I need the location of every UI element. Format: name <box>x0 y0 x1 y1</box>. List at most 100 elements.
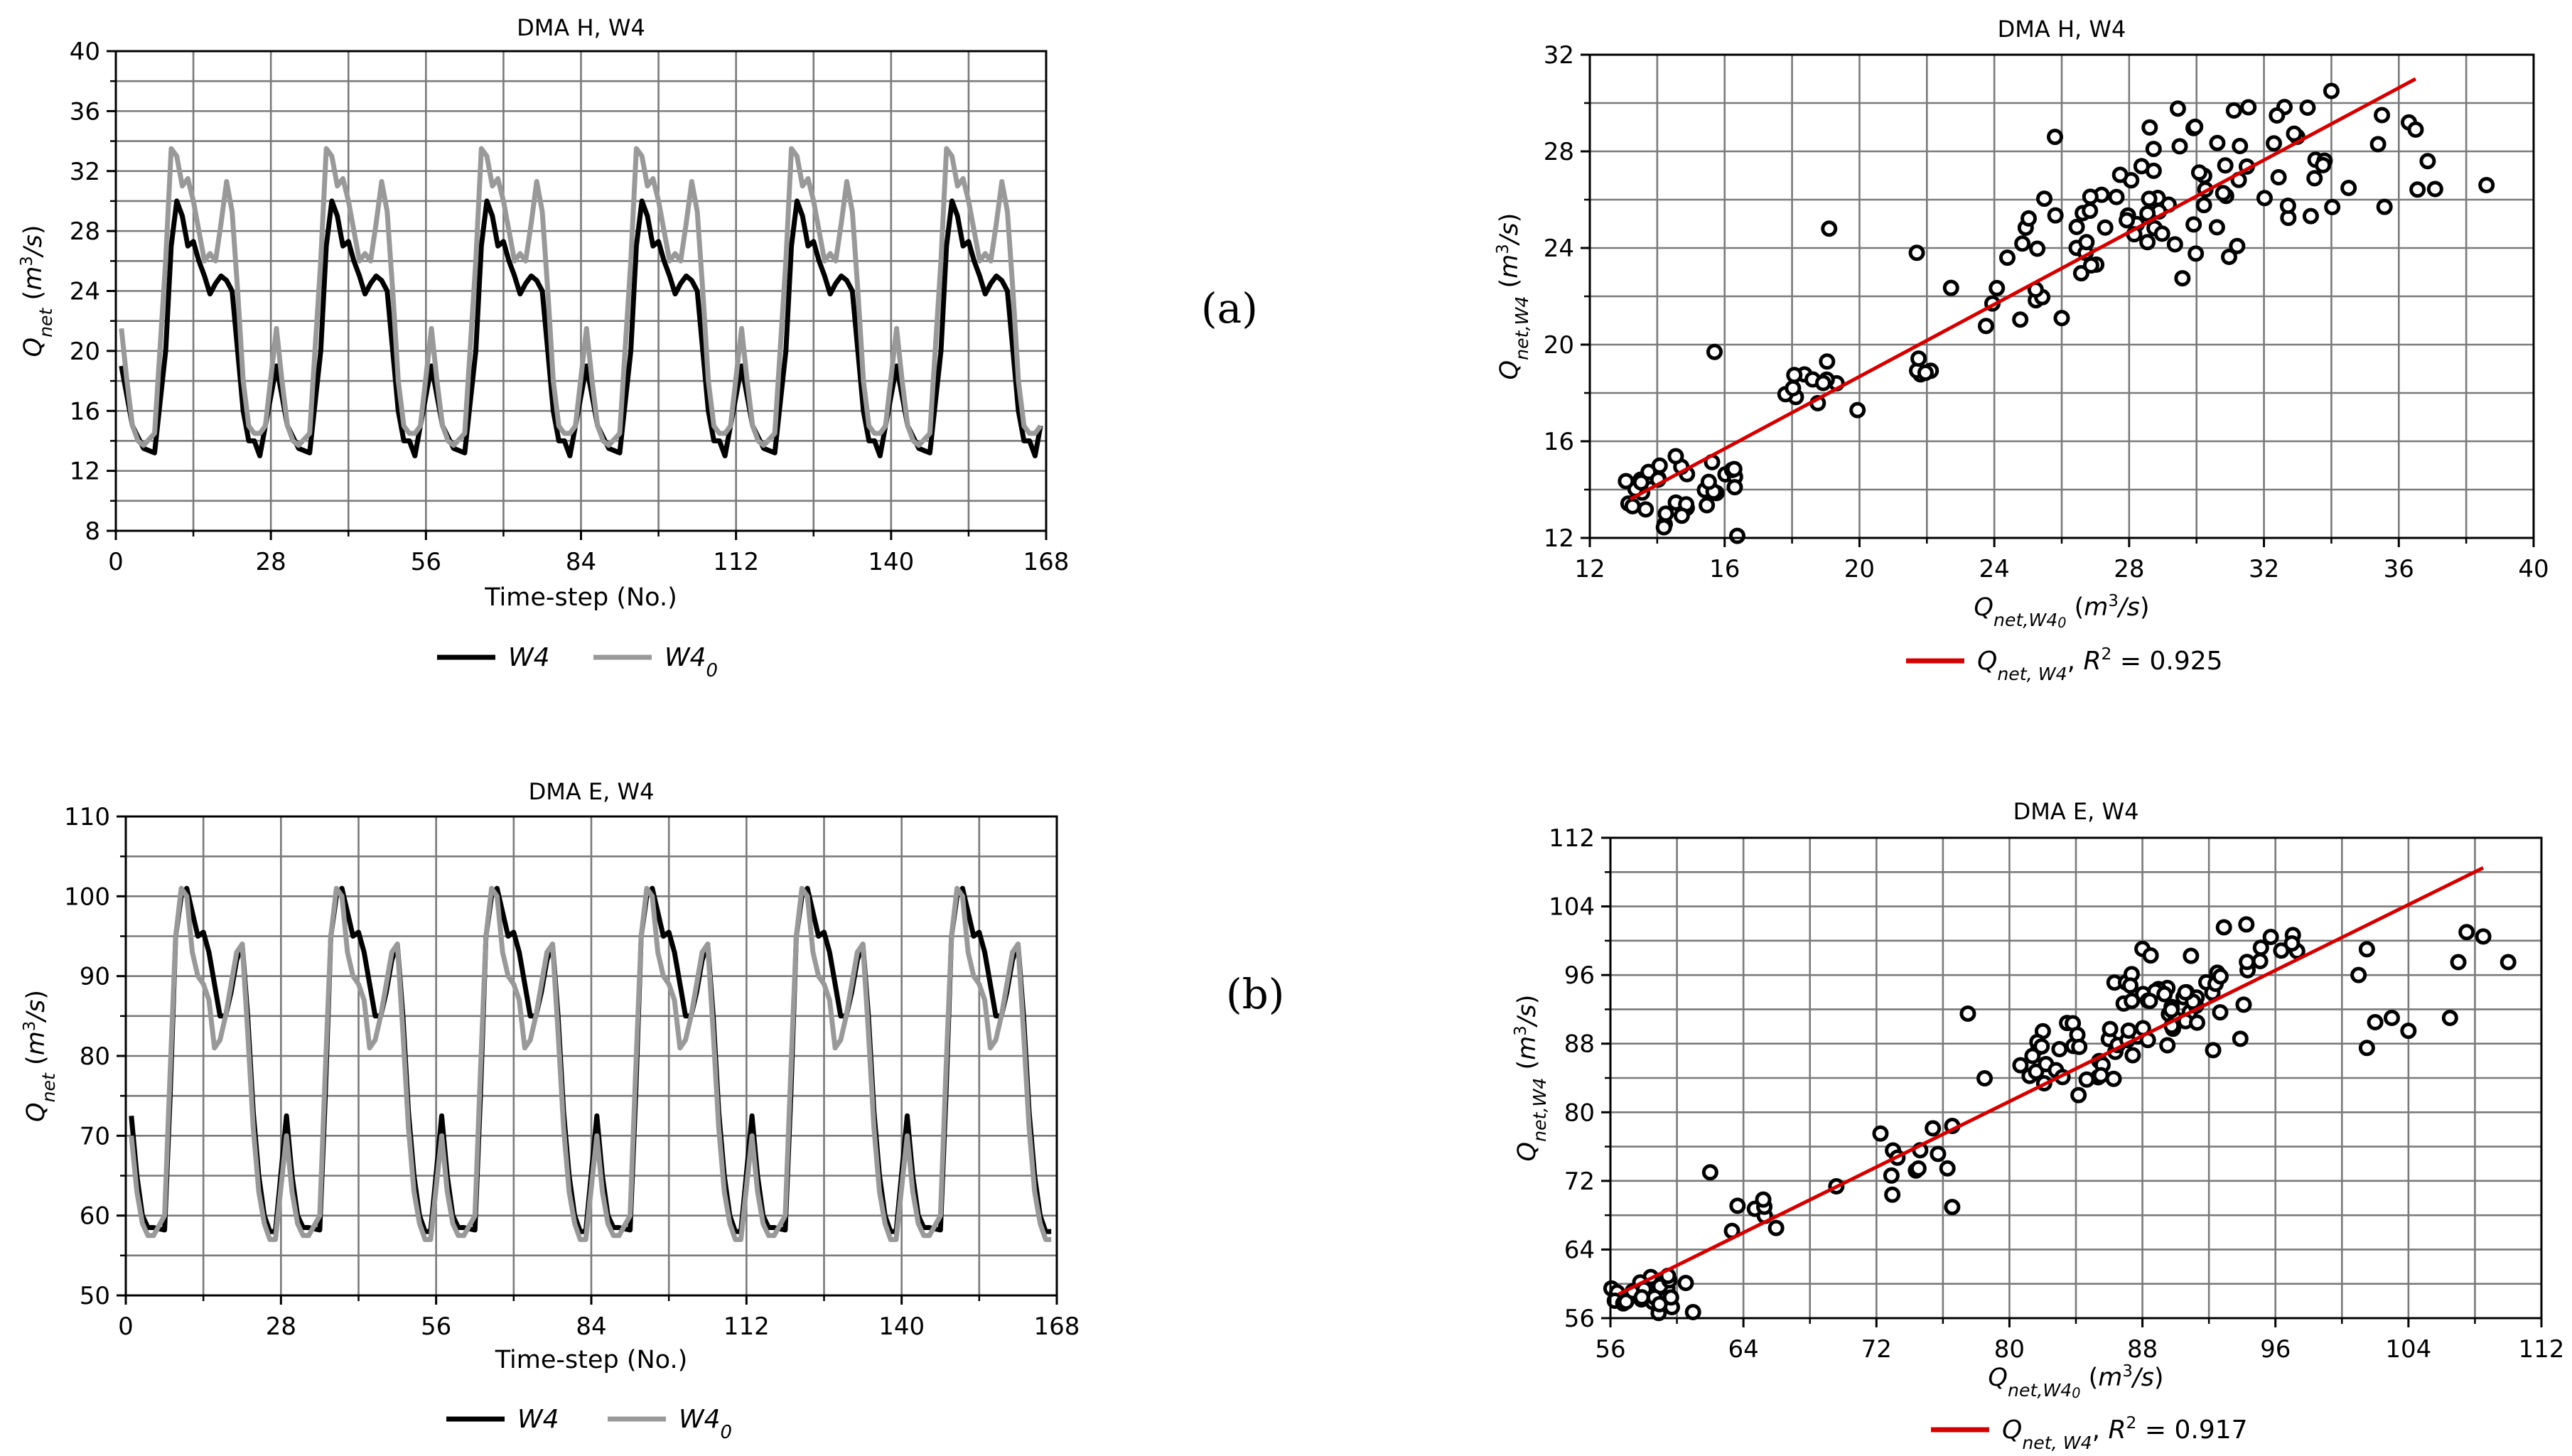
scatter-point <box>2208 219 2225 236</box>
scatter-point <box>2426 180 2443 198</box>
scatter-point <box>2187 118 2204 135</box>
scatter-point <box>2124 993 2141 1010</box>
scatter-point <box>1624 497 1641 514</box>
scatter-point <box>2082 203 2099 220</box>
scatter-point <box>2340 179 2357 196</box>
x-tick-label: 84 <box>566 548 596 576</box>
scatter-point <box>2111 166 2129 183</box>
x-tick-label: 56 <box>421 1312 451 1341</box>
chart-title: DMA H, W4 <box>517 14 645 41</box>
scatter-point <box>2256 190 2273 207</box>
scatter-point <box>1939 1160 1956 1177</box>
scatter-point <box>2369 136 2387 153</box>
scatter-point <box>1755 1191 1772 1208</box>
y-tick-label: 112 <box>1549 824 1595 853</box>
scatter-point <box>2315 156 2332 173</box>
scatter-point <box>2215 919 2232 936</box>
scatter-point <box>2047 129 2064 146</box>
panel-label-b: (b) <box>1226 970 1285 1018</box>
x-tick-label: 40 <box>2518 555 2549 583</box>
x-tick-label: 140 <box>868 548 914 576</box>
scatter-point <box>1706 343 1723 360</box>
y-tick-label: 72 <box>1564 1168 1595 1196</box>
scatter-point <box>1917 365 1934 382</box>
scatter-point <box>2358 941 2375 958</box>
scatter-point <box>2053 310 2070 327</box>
x-tick-label: 12 <box>1574 555 1605 583</box>
scatter-point <box>2171 138 2188 155</box>
scatter-point <box>2279 198 2296 215</box>
scatter-point <box>2156 986 2173 1003</box>
scatter-point <box>2169 100 2186 117</box>
scatter-point <box>1699 497 1716 514</box>
scatter-point <box>2273 942 2290 959</box>
scatter-point <box>2072 265 2089 282</box>
legend-label-w4-0: W40 <box>679 1405 732 1443</box>
scatter-point <box>2441 1010 2458 1026</box>
y-axis-label: Qnet,W4 (m3/s) <box>1512 995 1550 1162</box>
chart-ts_h: 0 28 56 84 112 140 168 8 12 16 20 24 28 32 36 40 DMA H, … <box>18 14 1069 681</box>
scatter-point <box>1637 501 1654 518</box>
scatter-point <box>2124 1047 2141 1064</box>
legend-label-fit: Qnet, W4, R2 = 0.917 <box>2002 1413 2248 1453</box>
scatter-point <box>2068 218 2085 235</box>
scatter-point <box>2407 121 2424 138</box>
y-axis-label: Qnet (m3/s) <box>21 990 59 1122</box>
regression-line <box>1629 77 2417 501</box>
scatter-point <box>2367 1014 2384 1031</box>
y-tick-label: 24 <box>1544 234 1574 263</box>
scatter-point <box>2232 1030 2249 1047</box>
scatter-point <box>2252 939 2269 956</box>
scatter-point <box>2221 248 2238 265</box>
scatter-point <box>2400 1023 2417 1040</box>
scatter-point <box>1977 318 1994 335</box>
scatter-point <box>1684 1304 1701 1321</box>
scatter-point <box>2159 1037 2176 1054</box>
scatter-point <box>2324 198 2341 215</box>
chart-title: DMA H, W4 <box>1998 16 2126 43</box>
scatter-point <box>2374 107 2391 124</box>
x-tick-label: 56 <box>411 548 441 576</box>
legend-label-w4: W4 <box>508 643 550 672</box>
x-tick-label: 28 <box>2114 555 2144 583</box>
chart-title: DMA E, W4 <box>529 778 655 805</box>
x-tick-label: 112 <box>2519 1335 2565 1364</box>
y-tick-label: 36 <box>70 97 100 126</box>
scatter-point <box>2283 935 2301 952</box>
x-tick-label: 64 <box>1728 1335 1759 1364</box>
scatter-point <box>2174 270 2191 287</box>
scatter-point <box>2070 1086 2087 1104</box>
scatter-point <box>1667 448 1684 465</box>
scatter-point <box>2145 141 2162 158</box>
scatter-point <box>2269 107 2286 124</box>
scatter-point <box>2240 99 2257 116</box>
scatter-point <box>2078 1071 2095 1088</box>
scatter-point <box>2239 954 2256 971</box>
x-tick-label: 16 <box>1709 555 1740 583</box>
scatter-point <box>2166 236 2183 253</box>
y-tick-label: 12 <box>70 458 100 486</box>
y-tick-label: 40 <box>70 38 100 66</box>
y-tick-label: 80 <box>80 1042 110 1071</box>
scatter-point <box>2262 928 2279 945</box>
scatter-point <box>2229 237 2246 254</box>
scatter-point <box>1729 1197 1746 1214</box>
scatter-point <box>2021 210 2038 227</box>
scatter-point <box>2225 102 2242 119</box>
scatter-point <box>1726 460 1743 478</box>
y-tick-label: 56 <box>1564 1305 1595 1333</box>
y-tick-label: 60 <box>80 1202 110 1231</box>
scatter-point <box>2188 245 2205 262</box>
scatter-point <box>2105 1070 2122 1087</box>
scatter-point <box>2238 916 2255 933</box>
y-tick-label: 20 <box>1544 331 1574 360</box>
scatter-point <box>2047 207 2064 224</box>
legend: Qnet, W4, R2 = 0.917 <box>1931 1413 2248 1453</box>
scatter-point <box>2185 216 2202 233</box>
legend-label-w4-0: W40 <box>664 643 718 681</box>
scatter-point <box>1785 379 1802 397</box>
scatter-point <box>1998 249 2016 266</box>
scatter-point <box>1655 519 1672 536</box>
chart-title: DMA E, W4 <box>2013 798 2139 825</box>
